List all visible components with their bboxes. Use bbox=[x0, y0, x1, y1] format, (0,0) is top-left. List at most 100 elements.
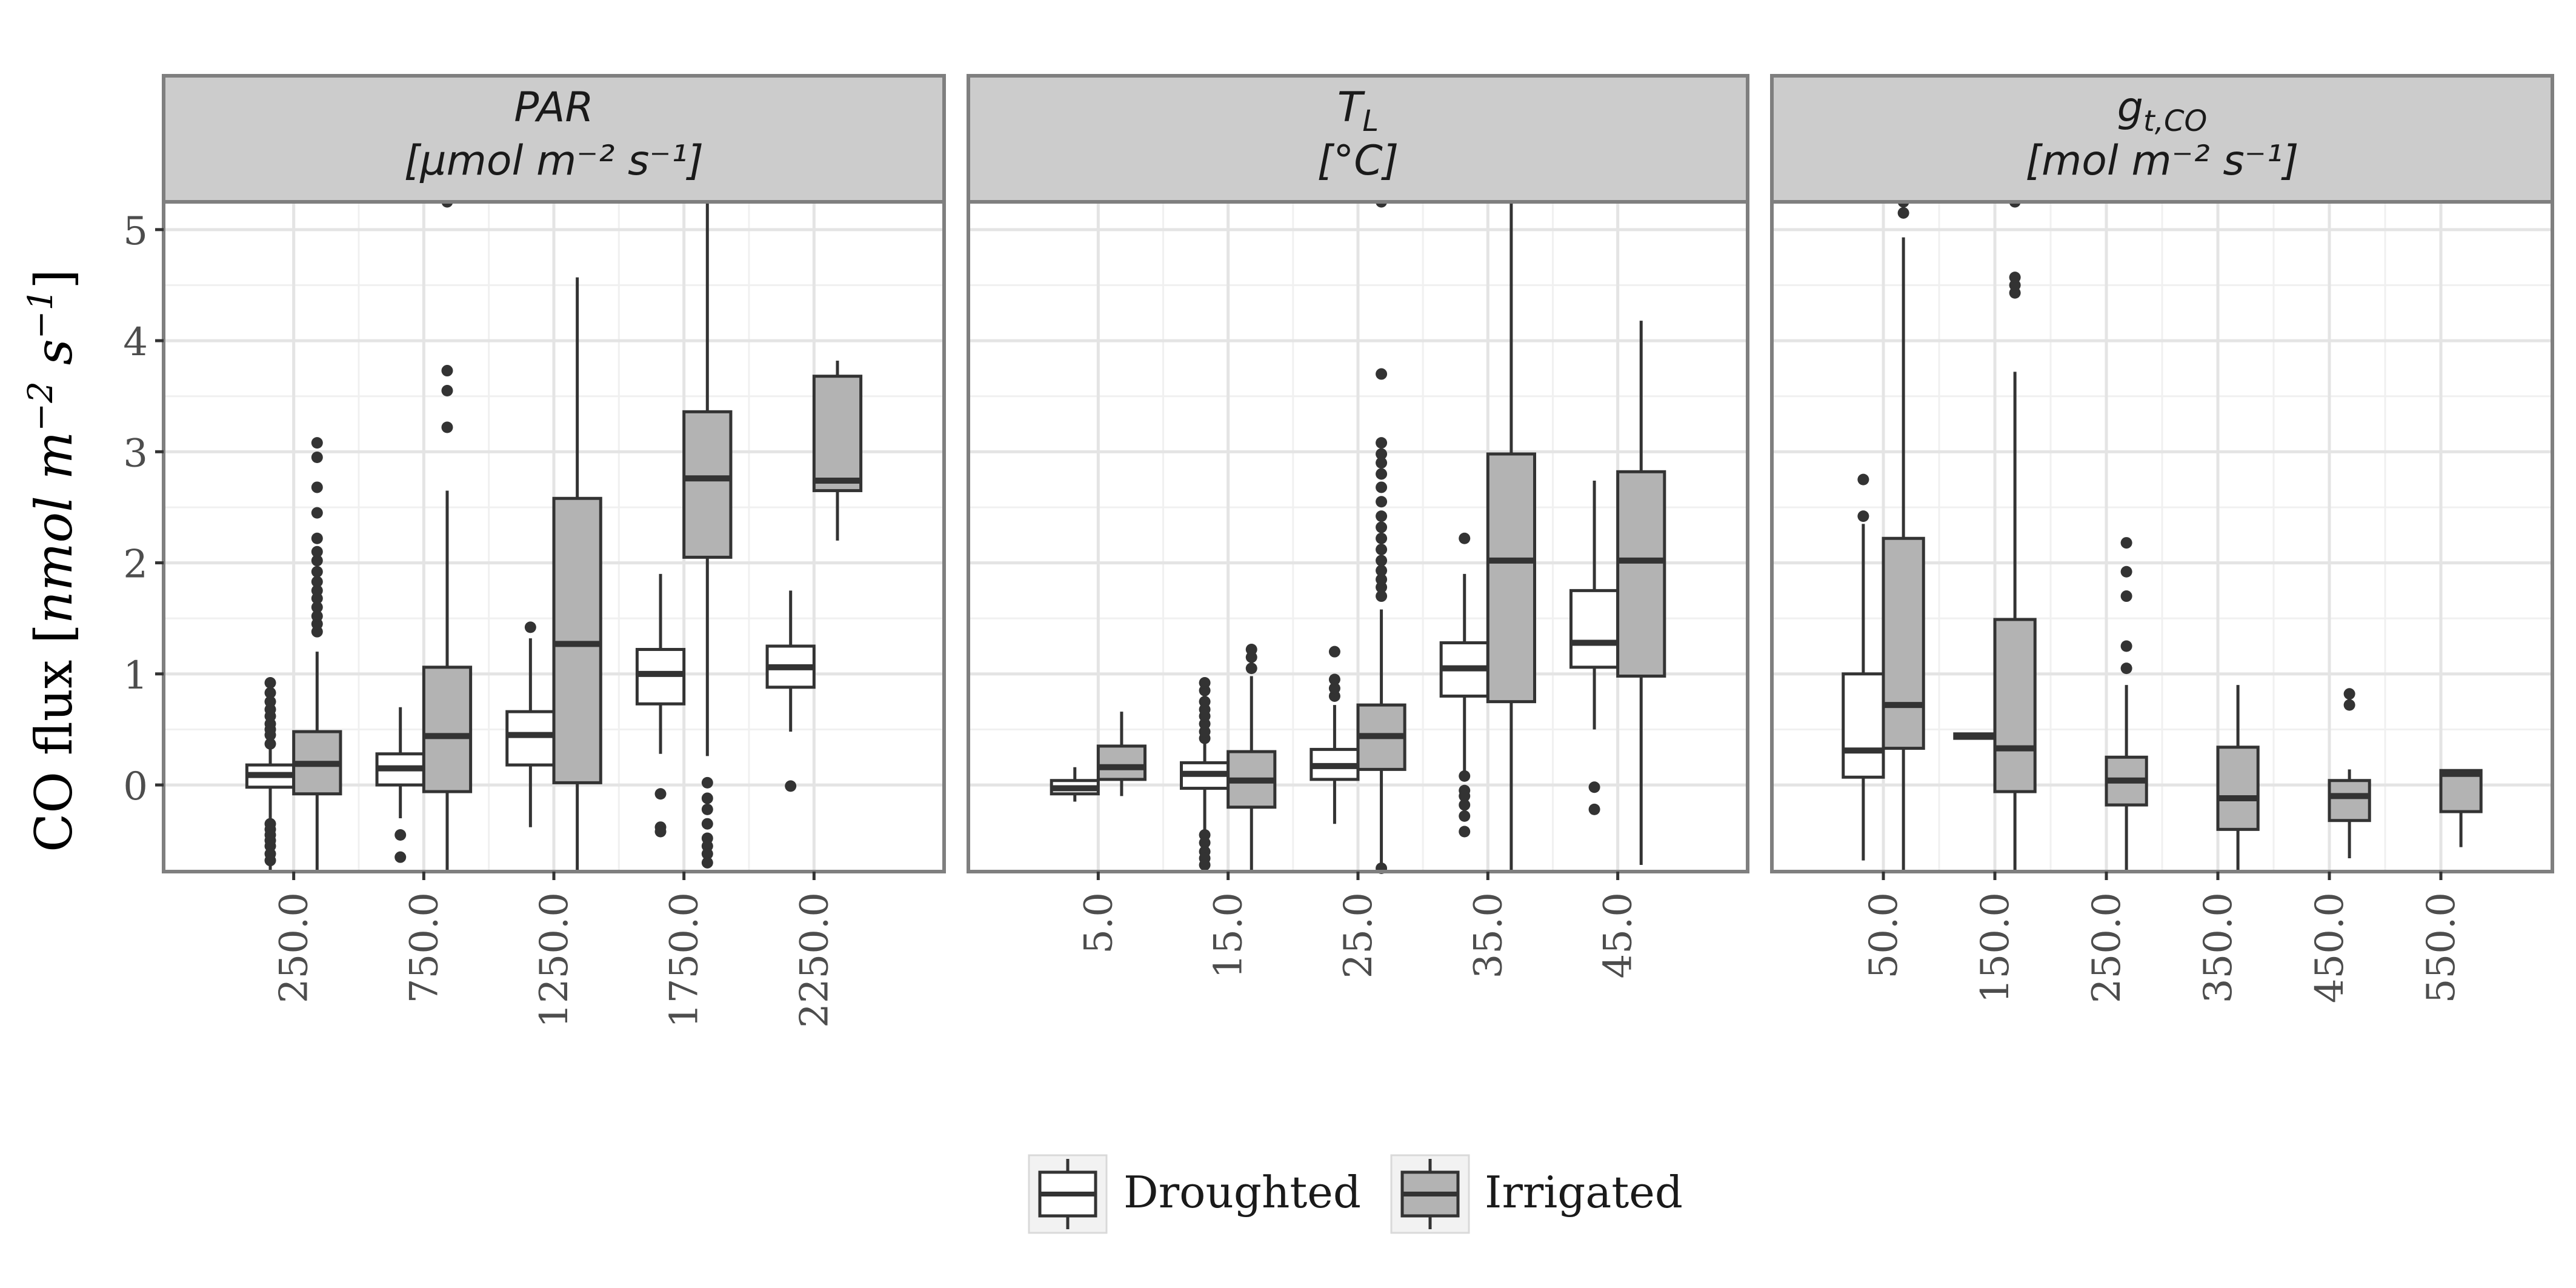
y-axis-label-suffix: ] bbox=[24, 269, 84, 289]
y-tick-label: 4 bbox=[123, 320, 148, 365]
box-irrigated bbox=[1486, 202, 1536, 872]
outlier-point bbox=[311, 576, 323, 588]
outlier-point bbox=[1376, 496, 1388, 508]
box-irrigated bbox=[1226, 643, 1277, 872]
box-irrigated bbox=[1616, 321, 1666, 866]
box-irrigated bbox=[422, 196, 473, 872]
box-body bbox=[1842, 672, 1885, 779]
outlier-point bbox=[2120, 537, 2132, 549]
outlier-point bbox=[654, 788, 667, 800]
box-body bbox=[2328, 779, 2371, 823]
x-tick-label: 5.0 bbox=[1076, 892, 1121, 954]
outlier-point bbox=[264, 696, 276, 708]
outlier-point bbox=[1245, 662, 1257, 675]
x-tick-label: 250.0 bbox=[2085, 892, 2129, 1003]
x-tick-label: 450.0 bbox=[2308, 892, 2352, 1003]
box-droughted bbox=[245, 676, 296, 872]
outlier-point bbox=[701, 856, 713, 869]
x-tick-label: 50.0 bbox=[1862, 892, 1906, 979]
outlier-point bbox=[1376, 573, 1388, 586]
outlier-point bbox=[1199, 859, 1211, 871]
facet-panel: PAR [μmol m⁻² s⁻¹] 0 1 2 3 4 5 250.0 750.0 1250.0 1… bbox=[123, 74, 946, 1028]
outlier-point bbox=[2009, 272, 2021, 284]
box-body bbox=[2439, 769, 2483, 813]
strip-label-line1: PAR bbox=[514, 84, 593, 132]
box-irrigated bbox=[2216, 685, 2260, 872]
outlier-point bbox=[441, 385, 453, 397]
outlier-point bbox=[311, 481, 323, 493]
legend-item-irrigated: Irrigated bbox=[1390, 1154, 1683, 1234]
strip-label-line2: [°C] bbox=[1317, 137, 1399, 185]
outlier-point bbox=[1199, 696, 1211, 708]
box-body bbox=[812, 375, 863, 492]
x-tick-label: 750.0 bbox=[402, 892, 447, 1003]
box-droughted bbox=[505, 621, 556, 827]
outlier-point bbox=[1376, 510, 1388, 522]
outlier-point bbox=[1199, 676, 1211, 689]
outlier-point bbox=[1459, 770, 1471, 782]
legend-item-droughted: Droughted bbox=[1028, 1154, 1361, 1234]
box-irrigated bbox=[2439, 769, 2483, 847]
y-tick-label: 1 bbox=[123, 653, 148, 698]
y-tick-label: 3 bbox=[123, 431, 148, 476]
y-axis-label-prefix: CO flux [ bbox=[24, 624, 84, 852]
box-body bbox=[1096, 744, 1147, 781]
outlier-point bbox=[1857, 510, 1869, 522]
box-irrigated bbox=[682, 202, 733, 869]
outlier-point bbox=[311, 546, 323, 558]
outlier-point bbox=[394, 851, 407, 863]
outlier-point bbox=[1897, 207, 1909, 219]
outlier-point bbox=[1459, 810, 1471, 822]
outlier-point bbox=[311, 451, 323, 463]
outlier-point bbox=[311, 584, 323, 596]
strip-label-line2: [mol m⁻² s⁻¹] bbox=[2026, 137, 2299, 185]
outlier-point bbox=[394, 829, 407, 841]
x-tick-label: 350.0 bbox=[2196, 892, 2241, 1003]
y-tick-label: 2 bbox=[123, 542, 148, 587]
box-body bbox=[422, 666, 473, 793]
panel-boxes bbox=[245, 196, 863, 872]
legend: Droughted Irrigated bbox=[1028, 1154, 1683, 1234]
outlier-point bbox=[701, 818, 713, 830]
outlier-point bbox=[1376, 555, 1388, 567]
strip-label-symbol: T bbox=[1337, 84, 1365, 132]
facet-panels: PAR [μmol m⁻² s⁻¹] 0 1 2 3 4 5 250.0 750.0 1250.0 1… bbox=[123, 74, 2554, 1028]
box-droughted bbox=[1953, 732, 1997, 740]
outlier-point bbox=[311, 437, 323, 449]
outlier-point bbox=[1376, 368, 1388, 380]
x-axis: 5.0 15.0 25.0 35.0 45.0 bbox=[1076, 872, 1641, 979]
outlier-point bbox=[1459, 790, 1471, 802]
outlier-point bbox=[264, 855, 276, 867]
legend-label-irrigated: Irrigated bbox=[1485, 1167, 1683, 1218]
strip-label-symbol: PAR bbox=[514, 84, 593, 132]
strip-background bbox=[162, 74, 946, 204]
strip-label-symbol: g bbox=[2117, 84, 2143, 132]
outlier-point bbox=[701, 792, 713, 804]
strip-label-line2: [μmol m⁻² s⁻¹] bbox=[404, 137, 704, 185]
outlier-point bbox=[1328, 673, 1340, 686]
strip-label-subscript: L bbox=[1362, 104, 1379, 138]
outlier-point bbox=[264, 687, 276, 699]
outlier-point bbox=[311, 532, 323, 544]
box-irrigated bbox=[812, 361, 863, 541]
outlier-point bbox=[1245, 643, 1257, 655]
outlier-point bbox=[524, 621, 536, 633]
outlier-point bbox=[441, 365, 453, 377]
y-axis-label-mid: s bbox=[24, 339, 84, 381]
outlier-point bbox=[1588, 803, 1600, 815]
outlier-point bbox=[1376, 437, 1388, 449]
outlier-point bbox=[1376, 521, 1388, 533]
strip-label-subscript: t,CO bbox=[2143, 104, 2207, 138]
strip-label-line1: TL bbox=[1337, 84, 1379, 138]
facet-panel: gt,CO[mol m⁻² s⁻¹] 50.0 150.0 250.0 350.0 450… bbox=[1770, 74, 2554, 1003]
x-axis: 50.0 150.0 250.0 350.0 450.0 550.0 bbox=[1862, 872, 2464, 1003]
outlier-point bbox=[2343, 699, 2355, 711]
outlier-point bbox=[2120, 566, 2132, 578]
outlier-point bbox=[1376, 590, 1388, 602]
box-irrigated bbox=[1882, 196, 1925, 872]
box-body bbox=[1486, 452, 1536, 704]
x-axis: 250.0 750.0 1250.0 1750.0 2250.0 bbox=[272, 872, 837, 1028]
box-body bbox=[505, 710, 556, 767]
x-tick-label: 25.0 bbox=[1336, 892, 1381, 979]
